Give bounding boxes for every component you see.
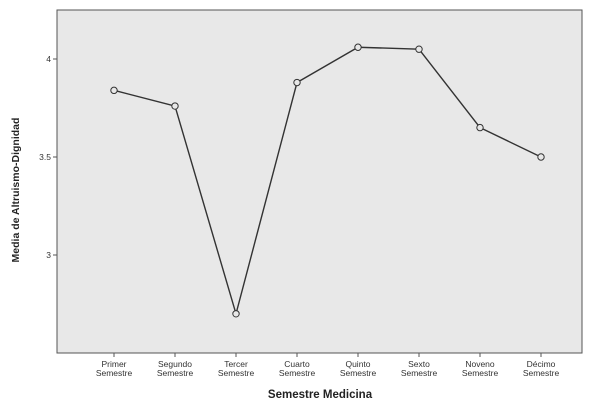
y-tick-label: 4 [46, 54, 51, 64]
data-point [476, 123, 484, 132]
y-axis-title: Media de Altruismo-Dignidad [10, 118, 22, 263]
data-point [232, 310, 240, 318]
series-line [113, 46, 542, 317]
plot-area [56, 9, 583, 354]
x-tick-label: Semestre [340, 368, 377, 378]
x-tick-label: Semestre [96, 368, 133, 378]
x-tick-label: Semestre [462, 368, 499, 378]
x-tick-label: Semestre [157, 368, 194, 378]
x-tick-label: Cuarto [284, 359, 310, 369]
data-point [171, 102, 179, 110]
data-point [415, 45, 423, 53]
y-axis-ticks: 33.54 [39, 54, 57, 260]
x-tick-label: Semestre [218, 368, 255, 378]
x-tick-label: Sexto [408, 359, 430, 369]
x-tick-label: Semestre [279, 368, 316, 378]
x-tick-label: Décimo [527, 359, 556, 369]
data-point [354, 43, 362, 51]
data-points [110, 43, 545, 318]
x-axis-title: Semestre Medicina [268, 389, 373, 401]
x-tick-label: Semestre [401, 368, 438, 378]
x-tick-label: Segundo [158, 359, 192, 369]
x-tick-label: Quinto [345, 359, 370, 369]
x-tick-label: Tercer [224, 359, 248, 369]
y-tick-label: 3 [46, 250, 51, 260]
x-tick-label: Primer [101, 359, 126, 369]
x-axis-ticks: PrimerSemestreSegundoSemestreTercerSemes… [96, 353, 560, 378]
y-tick-label: 3.5 [39, 152, 51, 162]
data-point [110, 86, 118, 95]
data-point [537, 153, 545, 161]
x-tick-label: Noveno [465, 359, 495, 369]
x-tick-label: Semestre [523, 368, 560, 378]
data-point [293, 78, 301, 87]
